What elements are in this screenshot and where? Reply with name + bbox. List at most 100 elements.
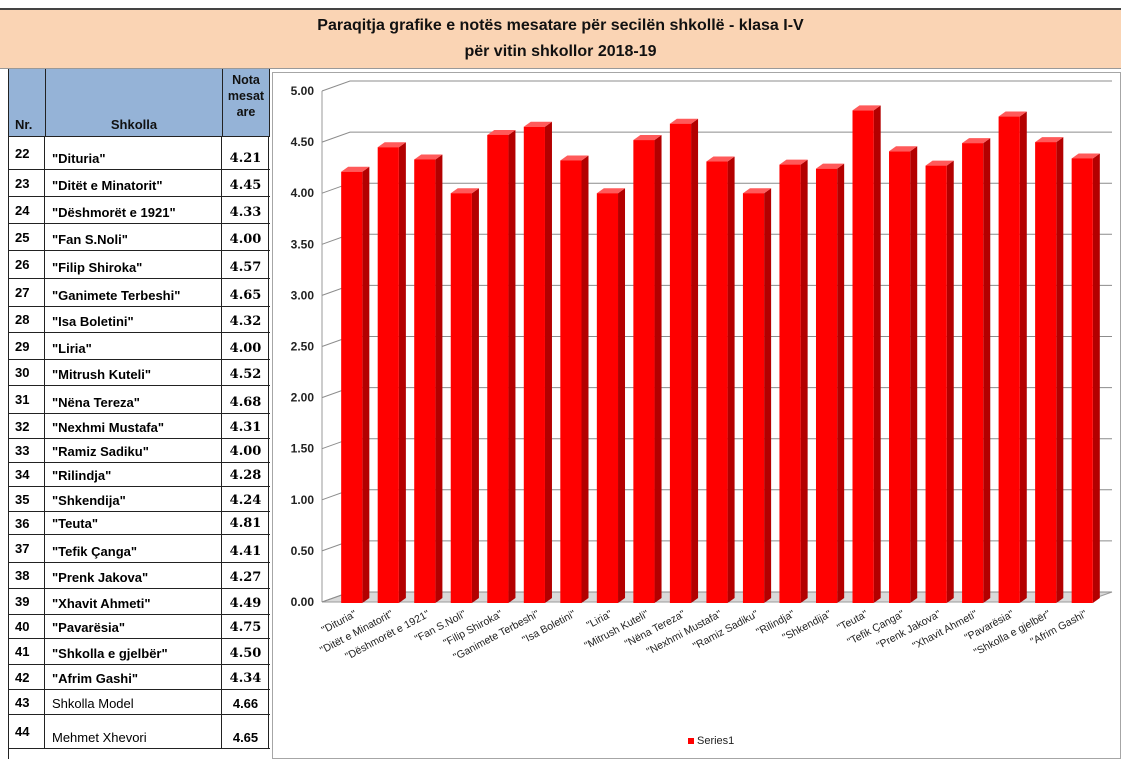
row-number: 39 bbox=[9, 589, 45, 614]
table-header: Nr. Shkolla Nota mesat are bbox=[9, 69, 270, 137]
row-number: 42 bbox=[9, 665, 45, 689]
row-school-name: "Ramiz Sadiku" bbox=[46, 439, 222, 462]
row-grade-value: 4.33 bbox=[223, 197, 269, 223]
bar-top bbox=[560, 155, 589, 161]
y-gridline bbox=[321, 131, 1112, 143]
chart-svg: 0.00 0.50 1.00 1.50 2.00 2.50 3.00 3.50 4.00 4.50… bbox=[272, 72, 1121, 759]
y-tick-label: 4.50 bbox=[291, 135, 315, 149]
row-number: 36 bbox=[9, 512, 45, 534]
bar-side bbox=[508, 129, 516, 604]
row-number: 23 bbox=[9, 170, 45, 196]
school-grade-table: Nr. Shkolla Nota mesat are 22 "Dituria" 4.… bbox=[8, 69, 270, 759]
bar bbox=[889, 151, 911, 603]
bar bbox=[815, 168, 838, 603]
row-grade-value: 4.32 bbox=[223, 307, 269, 332]
bar bbox=[487, 134, 509, 604]
table-row: 32 "Nexhmi Mustafa" 4.31 bbox=[9, 414, 270, 439]
bar bbox=[377, 147, 399, 603]
row-number: 44 bbox=[9, 715, 45, 748]
table-row: 25 "Fan S.Noli" 4.00 bbox=[9, 224, 270, 251]
table-row: 22 "Dituria" 4.21 bbox=[9, 137, 270, 170]
bar-side bbox=[764, 188, 772, 603]
row-school-name: "Ditët e Minatorit" bbox=[46, 170, 222, 196]
row-school-name: "Fan S.Noli" bbox=[46, 224, 222, 250]
row-number: 35 bbox=[9, 487, 45, 511]
row-school-name: "Ganimete Terbeshi" bbox=[46, 279, 222, 306]
bar-side bbox=[1092, 153, 1100, 603]
bar bbox=[669, 123, 692, 604]
bar-top bbox=[852, 105, 881, 111]
row-school-name: "Dituria" bbox=[46, 137, 222, 169]
row-school-name: "Pavarësia" bbox=[46, 615, 222, 638]
row-school-name: "Dëshmorët e 1921" bbox=[46, 197, 222, 223]
table-row: 27 "Ganimete Terbeshi" 4.65 bbox=[9, 279, 270, 307]
row-number: 37 bbox=[9, 535, 45, 562]
bar bbox=[852, 110, 874, 603]
table-row: 43 Shkolla Model 4.66 bbox=[9, 690, 270, 715]
row-number: 30 bbox=[9, 360, 45, 385]
table-row: 35 "Shkendija" 4.24 bbox=[9, 487, 270, 512]
y-tick-label: 2.50 bbox=[291, 340, 315, 354]
bar-side bbox=[544, 121, 552, 603]
bar bbox=[341, 171, 363, 603]
table-row: 34 "Rilindja" 4.28 bbox=[9, 463, 270, 487]
bar bbox=[742, 193, 765, 603]
bar-top bbox=[1035, 137, 1064, 143]
bar-side bbox=[837, 163, 845, 603]
y-tick-label: 3.00 bbox=[291, 288, 315, 302]
legend-label: Series1 bbox=[697, 735, 734, 747]
table-row: 41 "Shkolla e gjelbër" 4.50 bbox=[9, 639, 270, 665]
table-row: 30 "Mitrush Kuteli" 4.52 bbox=[9, 360, 270, 386]
row-grade-value: 4.68 bbox=[223, 386, 269, 413]
row-grade-value: 4.00 bbox=[223, 333, 269, 359]
row-number: 38 bbox=[9, 563, 45, 588]
row-grade-value: 4.34 bbox=[223, 665, 269, 689]
bar-side bbox=[727, 156, 735, 603]
row-grade-value: 4.57 bbox=[223, 251, 269, 278]
row-number: 25 bbox=[9, 224, 45, 250]
bar bbox=[1071, 158, 1093, 603]
bar-side bbox=[618, 188, 626, 603]
bar-side bbox=[946, 160, 954, 603]
row-number: 29 bbox=[9, 333, 45, 359]
bar-side bbox=[873, 105, 881, 603]
header-grade: Nota mesat are bbox=[223, 69, 270, 136]
table-row: 33 "Ramiz Sadiku" 4.00 bbox=[9, 439, 270, 463]
y-tick-label: 2.00 bbox=[291, 391, 315, 405]
bar-side bbox=[1019, 111, 1027, 604]
row-school-name: "Isa Boletini" bbox=[46, 307, 222, 332]
table-row: 39 "Xhavit Ahmeti" 4.49 bbox=[9, 589, 270, 615]
row-number: 43 bbox=[9, 690, 45, 714]
row-number: 33 bbox=[9, 439, 45, 462]
bar-side bbox=[910, 146, 918, 603]
bar-side bbox=[398, 142, 406, 603]
table-row: 29 "Liria" 4.00 bbox=[9, 333, 270, 360]
row-school-name: "Nexhmi Mustafa" bbox=[46, 414, 222, 438]
bar bbox=[706, 161, 728, 603]
row-grade-value: 4.28 bbox=[223, 463, 269, 486]
bar bbox=[414, 159, 436, 603]
bar-top bbox=[487, 129, 516, 135]
row-school-name: "Nëna Tereza" bbox=[46, 386, 222, 413]
table-row: 23 "Ditët e Minatorit" 4.45 bbox=[9, 170, 270, 197]
header-nr: Nr. bbox=[9, 69, 46, 136]
table-row: 28 "Isa Boletini" 4.32 bbox=[9, 307, 270, 333]
bar bbox=[962, 143, 984, 603]
bar-side bbox=[362, 166, 370, 603]
row-number: 28 bbox=[9, 307, 45, 332]
row-number: 41 bbox=[9, 639, 45, 664]
row-grade-value: 4.31 bbox=[223, 414, 269, 438]
bar bbox=[779, 164, 801, 604]
row-grade-value: 4.45 bbox=[223, 170, 269, 196]
row-grade-value: 4.81 bbox=[223, 512, 269, 534]
row-number: 34 bbox=[9, 463, 45, 486]
bar-top bbox=[962, 138, 991, 144]
bar bbox=[633, 140, 655, 603]
row-school-name: "Rilindja" bbox=[46, 463, 222, 486]
row-grade-value: 4.49 bbox=[223, 589, 269, 614]
bar-top bbox=[669, 118, 699, 124]
row-grade-value: 4.65 bbox=[223, 715, 269, 748]
row-grade-value: 4.21 bbox=[223, 137, 269, 169]
y-tick-label: 3.50 bbox=[291, 237, 315, 251]
row-school-name: "Xhavit Ahmeti" bbox=[46, 589, 222, 614]
